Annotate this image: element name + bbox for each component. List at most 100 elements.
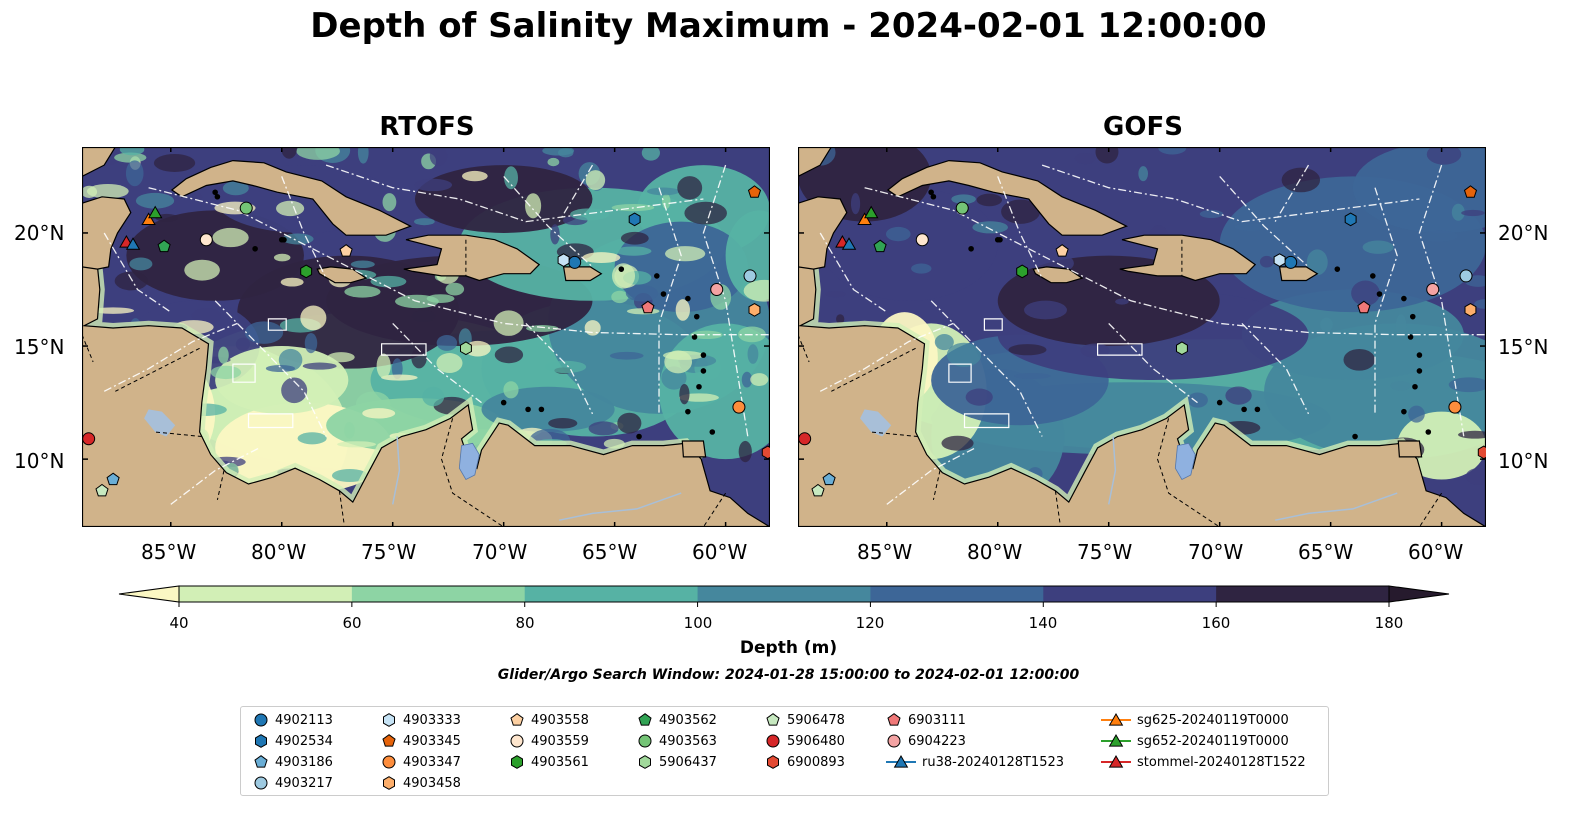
float-marker — [82, 432, 96, 446]
depth-eddy — [585, 170, 606, 190]
depth-eddy — [976, 193, 1003, 207]
lon-tick-label: 60°W — [1408, 540, 1464, 564]
legend-marker-icon — [887, 734, 901, 748]
legend-label: stommel-20240128T1522 — [1137, 754, 1306, 770]
island — [1407, 334, 1414, 340]
eez-line — [1108, 322, 1198, 404]
lake-nicaragua — [860, 409, 892, 437]
legend-item: 4903458 — [381, 773, 461, 793]
depth-eddy — [1225, 386, 1252, 405]
depth-eddy — [184, 259, 220, 281]
island — [525, 406, 531, 413]
float-marker — [748, 303, 761, 317]
legend-triangle — [1108, 712, 1124, 726]
land-polygon — [82, 266, 770, 527]
depth-eddy — [1008, 344, 1047, 356]
mpa-polygon — [267, 318, 287, 331]
legend-item: 6904223 — [886, 731, 966, 751]
depth-eddy — [646, 187, 680, 196]
legend-label: sg625-20240119T0000 — [1137, 712, 1289, 728]
lat-tick-label: 20°N — [1498, 221, 1549, 245]
colorbar-tick-label: 120 — [855, 614, 885, 632]
depth-eddy — [1474, 299, 1486, 309]
glider-marker — [857, 212, 872, 225]
depth-eddy — [690, 330, 723, 340]
depth-eddy — [276, 200, 305, 217]
float-marker — [811, 483, 825, 497]
eez-line — [214, 300, 327, 437]
colorbar-segment — [1216, 586, 1390, 602]
depth-eddy — [362, 408, 396, 419]
depth-eddy — [641, 147, 660, 161]
eez-line — [1219, 175, 1309, 268]
eez-line — [997, 176, 1043, 279]
legend-item: 4903333 — [381, 710, 461, 730]
legend-symbol — [255, 734, 267, 748]
legend-label: 4903563 — [659, 733, 717, 749]
lon-tick-label: 70°W — [472, 540, 528, 564]
eez-line — [525, 322, 594, 415]
depth-eddy — [946, 342, 982, 367]
depth-eddy — [972, 221, 1008, 234]
depth-eddy — [747, 344, 759, 364]
legend-triangle — [893, 754, 909, 768]
float-marker — [822, 472, 836, 486]
depth-eddy — [86, 183, 129, 199]
depth-patch — [1397, 411, 1486, 480]
legend-marker-icon — [383, 776, 395, 790]
colorbar-segment — [697, 586, 871, 602]
depth-eddy — [1074, 152, 1096, 165]
depth-eddy — [414, 178, 453, 192]
island — [1370, 273, 1376, 279]
island — [1352, 433, 1358, 440]
border-line — [798, 334, 810, 363]
depth-eddy — [544, 360, 587, 374]
land-polygon — [403, 234, 541, 282]
legend-marker-icon — [887, 713, 901, 726]
depth-eddy — [462, 170, 488, 182]
land-polygon — [170, 159, 412, 236]
legend-item: sg652-20240119T0000 — [1101, 731, 1289, 751]
island — [618, 266, 625, 272]
lon-tick-label: 75°W — [361, 540, 417, 564]
depth-eddy — [302, 362, 337, 370]
depth-eddy — [609, 351, 644, 360]
depth-eddy — [1095, 147, 1119, 164]
depth-eddy — [1351, 280, 1380, 306]
legend: 4902113 4902534 4903186 4903217 4903333 49033… — [240, 706, 1329, 796]
legend-label: 4902534 — [275, 733, 333, 749]
depth-eddy — [1395, 314, 1407, 339]
float-marker — [1477, 445, 1486, 460]
land-polygon — [1397, 440, 1423, 458]
map-ticks — [798, 147, 1486, 527]
island — [252, 245, 258, 252]
float-marker — [873, 239, 887, 253]
legend-triangle — [1108, 754, 1124, 768]
country-borders — [798, 239, 1443, 527]
mpa-polygon — [948, 363, 972, 383]
depth-patch — [1241, 289, 1464, 380]
depth-eddy — [825, 291, 847, 298]
depth-eddy — [1465, 468, 1486, 485]
island — [709, 429, 716, 435]
depth-eddy — [280, 277, 304, 287]
depth-eddy — [1024, 300, 1068, 320]
eez-line — [1241, 322, 1310, 415]
depth-eddy — [1420, 230, 1458, 242]
legend-marker-icon — [638, 734, 652, 748]
eez-lines — [819, 164, 1486, 505]
colorbar-extend-low — [118, 585, 180, 603]
depth-eddy — [1281, 167, 1321, 193]
depth-eddy — [436, 353, 463, 373]
legend-marker-icon — [510, 734, 524, 748]
legend-marker-icon — [766, 713, 780, 726]
depth-eddy — [625, 284, 659, 302]
lat-tick-label: 10°N — [14, 449, 65, 473]
depth-eddy — [357, 147, 369, 164]
legend-marker-icon — [638, 713, 652, 726]
legend-symbol — [383, 713, 395, 727]
border-line — [115, 347, 200, 392]
legend-marker-icon — [639, 755, 651, 769]
lon-tick-label: 65°W — [582, 540, 638, 564]
legend-symbol — [383, 776, 395, 790]
